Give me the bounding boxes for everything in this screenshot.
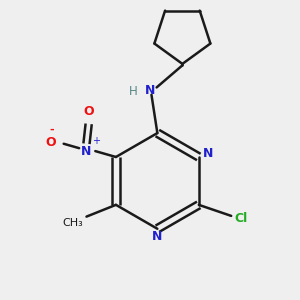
Text: N: N [152,230,163,243]
Text: N: N [203,147,214,160]
Text: Cl: Cl [234,212,247,225]
Text: -: - [50,125,54,135]
Text: O: O [45,136,56,149]
Text: N: N [145,84,155,97]
Text: N: N [81,145,91,158]
Text: O: O [83,105,94,118]
Text: CH₃: CH₃ [63,218,84,227]
Text: +: + [92,136,100,146]
Text: H: H [129,85,137,98]
